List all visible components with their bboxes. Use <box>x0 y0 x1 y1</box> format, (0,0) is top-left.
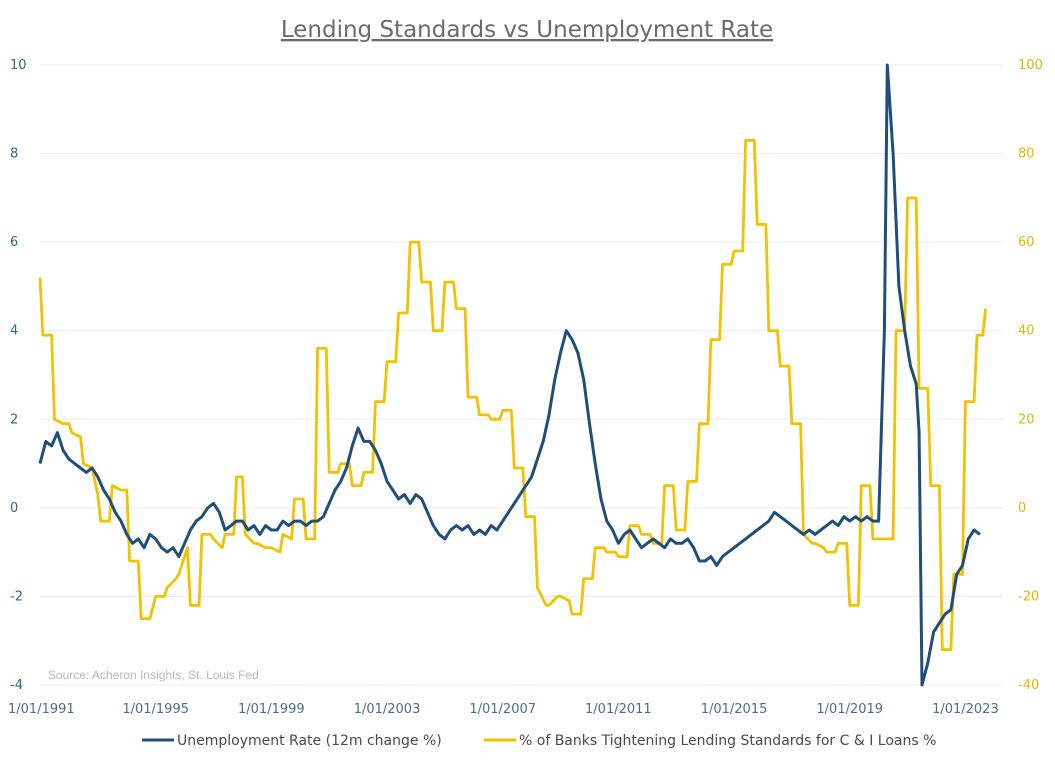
series-lines <box>38 63 987 687</box>
x-tick-label: 1/01/2023 <box>932 702 999 717</box>
right-axis: -40 -20 0 20 40 60 80 100 <box>1018 58 1043 693</box>
y-right-tick-label: 20 <box>1018 412 1035 427</box>
y-left-tick-label: 0 <box>10 501 18 516</box>
y-left-tick-label: 4 <box>10 324 18 339</box>
left-axis: -4 -2 0 2 4 6 8 10 <box>10 58 27 693</box>
legend-label: % of Banks Tightening Lending Standards … <box>519 733 936 749</box>
y-right-tick-label: 0 <box>1018 501 1026 516</box>
y-left-tick-label: -2 <box>10 589 23 604</box>
y-left-tick-label: 6 <box>10 235 18 250</box>
source-note: Source: Acheron Insights, St. Louis Fed <box>48 668 259 682</box>
unemployment-series-line <box>38 63 981 687</box>
x-tick-label: 1/01/1995 <box>122 702 189 717</box>
y-left-tick-label: 8 <box>10 147 18 162</box>
x-tick-label: 1/01/2007 <box>469 702 536 717</box>
x-tick-label: 1/01/2003 <box>354 702 421 717</box>
chart-title: Lending Standards vs Unemployment Rate <box>281 17 773 43</box>
y-right-tick-label: -40 <box>1018 678 1039 693</box>
y-left-tick-label: 2 <box>10 412 18 427</box>
y-left-tick-label: 10 <box>10 58 27 73</box>
x-tick-label: 1/01/1991 <box>8 702 75 717</box>
y-right-tick-label: 40 <box>1018 324 1035 339</box>
x-tick-label: 1/01/2015 <box>701 702 768 717</box>
y-right-tick-label: 100 <box>1018 58 1043 73</box>
x-tick-label: 1/01/2019 <box>816 702 883 717</box>
y-left-tick-label: -4 <box>10 678 23 693</box>
legend: Unemployment Rate (12m change %) % of Ban… <box>142 733 936 749</box>
x-axis: 1/01/1991 1/01/1995 1/01/1999 1/01/2003 1/01… <box>8 702 999 717</box>
y-right-tick-label: -20 <box>1018 589 1039 604</box>
y-right-tick-label: 80 <box>1018 147 1035 162</box>
lending-standards-series-line <box>38 138 987 651</box>
x-tick-label: 1/01/2011 <box>585 702 652 717</box>
x-tick-label: 1/01/1999 <box>238 702 305 717</box>
legend-label: Unemployment Rate (12m change %) <box>177 733 442 749</box>
y-right-tick-label: 60 <box>1018 235 1035 250</box>
